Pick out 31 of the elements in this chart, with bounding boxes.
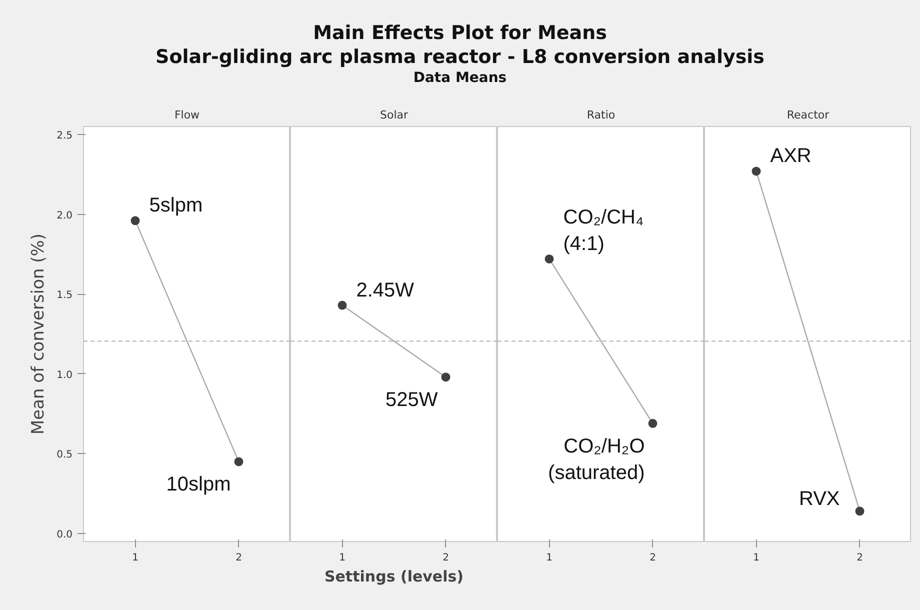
chart-title: Flow — [174, 108, 200, 122]
y-tick-label: 1.5 — [56, 290, 73, 302]
x-tick-label: 1 — [339, 552, 346, 564]
text: Solar-gliding arc plasma reactor - L8 conversion analysis — [156, 46, 764, 70]
annotation: RVX — [798, 488, 840, 510]
chart-title: Ratio — [586, 108, 616, 122]
y-tick-label: 0.0 — [56, 530, 73, 541]
annotation: CO₂/CH₄ (4:1) — [563, 206, 644, 255]
x-tick-label: 2 — [442, 552, 449, 564]
annotation: CO₂/H₂O (saturated) — [548, 435, 645, 484]
chart-title: Reactor — [786, 108, 830, 122]
x-axis-title: Settings (levels) — [324, 568, 464, 586]
annotation: 2.45W — [356, 279, 414, 302]
annotation: 10slpm — [166, 474, 231, 496]
y-axis-title: Mean of conversion (%) — [28, 233, 49, 435]
x-tick-label: 2 — [856, 552, 863, 564]
annotation: 5slpm — [149, 194, 203, 217]
text: Main Effects Plot for Means — [313, 22, 607, 46]
y-tick-label: 1.0 — [56, 370, 73, 381]
x-tick-label: 1 — [132, 552, 138, 564]
text: Data Means — [413, 70, 507, 87]
y-tick-label: 2.0 — [56, 210, 73, 222]
annotation: 525W — [386, 389, 438, 412]
y-tick-label: 0.5 — [56, 450, 73, 461]
chart-title: Solar — [380, 108, 408, 122]
x-tick-label: 2 — [650, 552, 656, 564]
annotation: AXR — [770, 145, 812, 168]
x-tick-label: 1 — [753, 552, 760, 564]
y-tick-label: 2.5 — [56, 130, 73, 142]
x-tick-label: 2 — [236, 552, 242, 564]
x-tick-label: 1 — [546, 552, 552, 564]
